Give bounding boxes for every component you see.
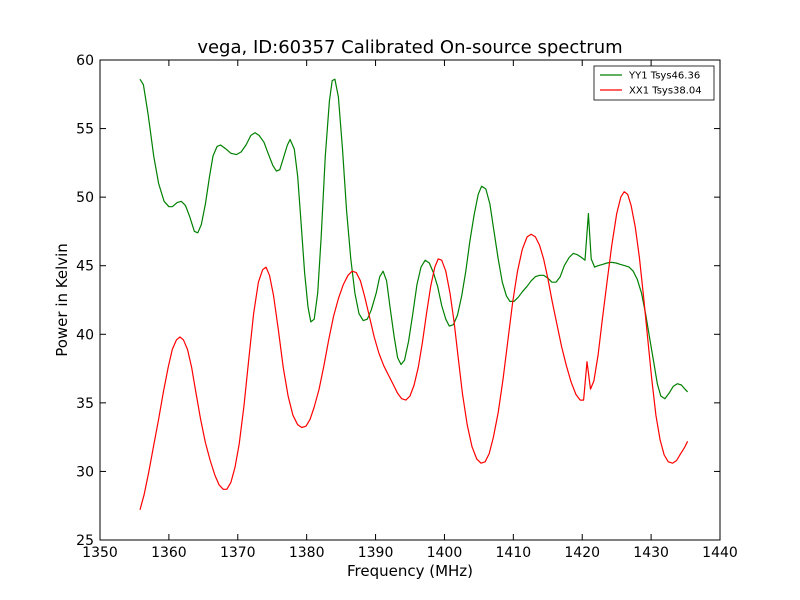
y-tick-label: 30 (76, 464, 94, 480)
legend: YY1 Tsys46.36 XX1 Tsys38.04 (593, 65, 715, 101)
y-tick-label: 50 (76, 190, 94, 206)
x-tick-label: 1380 (289, 545, 325, 561)
series-group (139, 78, 689, 510)
x-tick-label: 1440 (702, 545, 738, 561)
legend-label-xx1: XX1 Tsys38.04 (629, 86, 702, 97)
plot-area (99, 59, 721, 541)
legend-box (593, 65, 715, 101)
y-tick-label: 55 (76, 122, 94, 138)
x-tick-label: 1350 (82, 545, 118, 561)
legend-label-yy1: YY1 Tsys46.36 (628, 71, 700, 82)
chart-title: vega, ID:60357 Calibrated On-source spec… (197, 37, 622, 58)
x-tick-label: 1420 (564, 545, 600, 561)
x-tick-label: 1360 (151, 545, 187, 561)
x-tick-label: 1410 (496, 545, 532, 561)
y-tick-label: 45 (76, 259, 94, 275)
y-tick-label: 25 (76, 533, 94, 549)
x-axis: 1350 1360 1370 1380 1390 1400 1410 1420 1430 1440 (82, 60, 738, 561)
x-axis-label: Frequency (MHz) (347, 562, 473, 580)
y-tick-label: 60 (76, 53, 94, 69)
y-tick-label: 35 (76, 396, 94, 412)
x-tick-label: 1400 (427, 545, 463, 561)
y-axis: 25 30 35 40 45 50 55 60 (76, 53, 720, 549)
x-tick-label: 1390 (358, 545, 394, 561)
y-axis-label: Power in Kelvin (53, 243, 71, 357)
x-tick-label: 1430 (633, 545, 669, 561)
plot-frame (99, 59, 721, 541)
series-line-xx1 (139, 191, 689, 510)
x-tick-label: 1370 (220, 545, 256, 561)
series-line-yy1 (139, 78, 689, 400)
y-tick-label: 40 (76, 327, 94, 343)
